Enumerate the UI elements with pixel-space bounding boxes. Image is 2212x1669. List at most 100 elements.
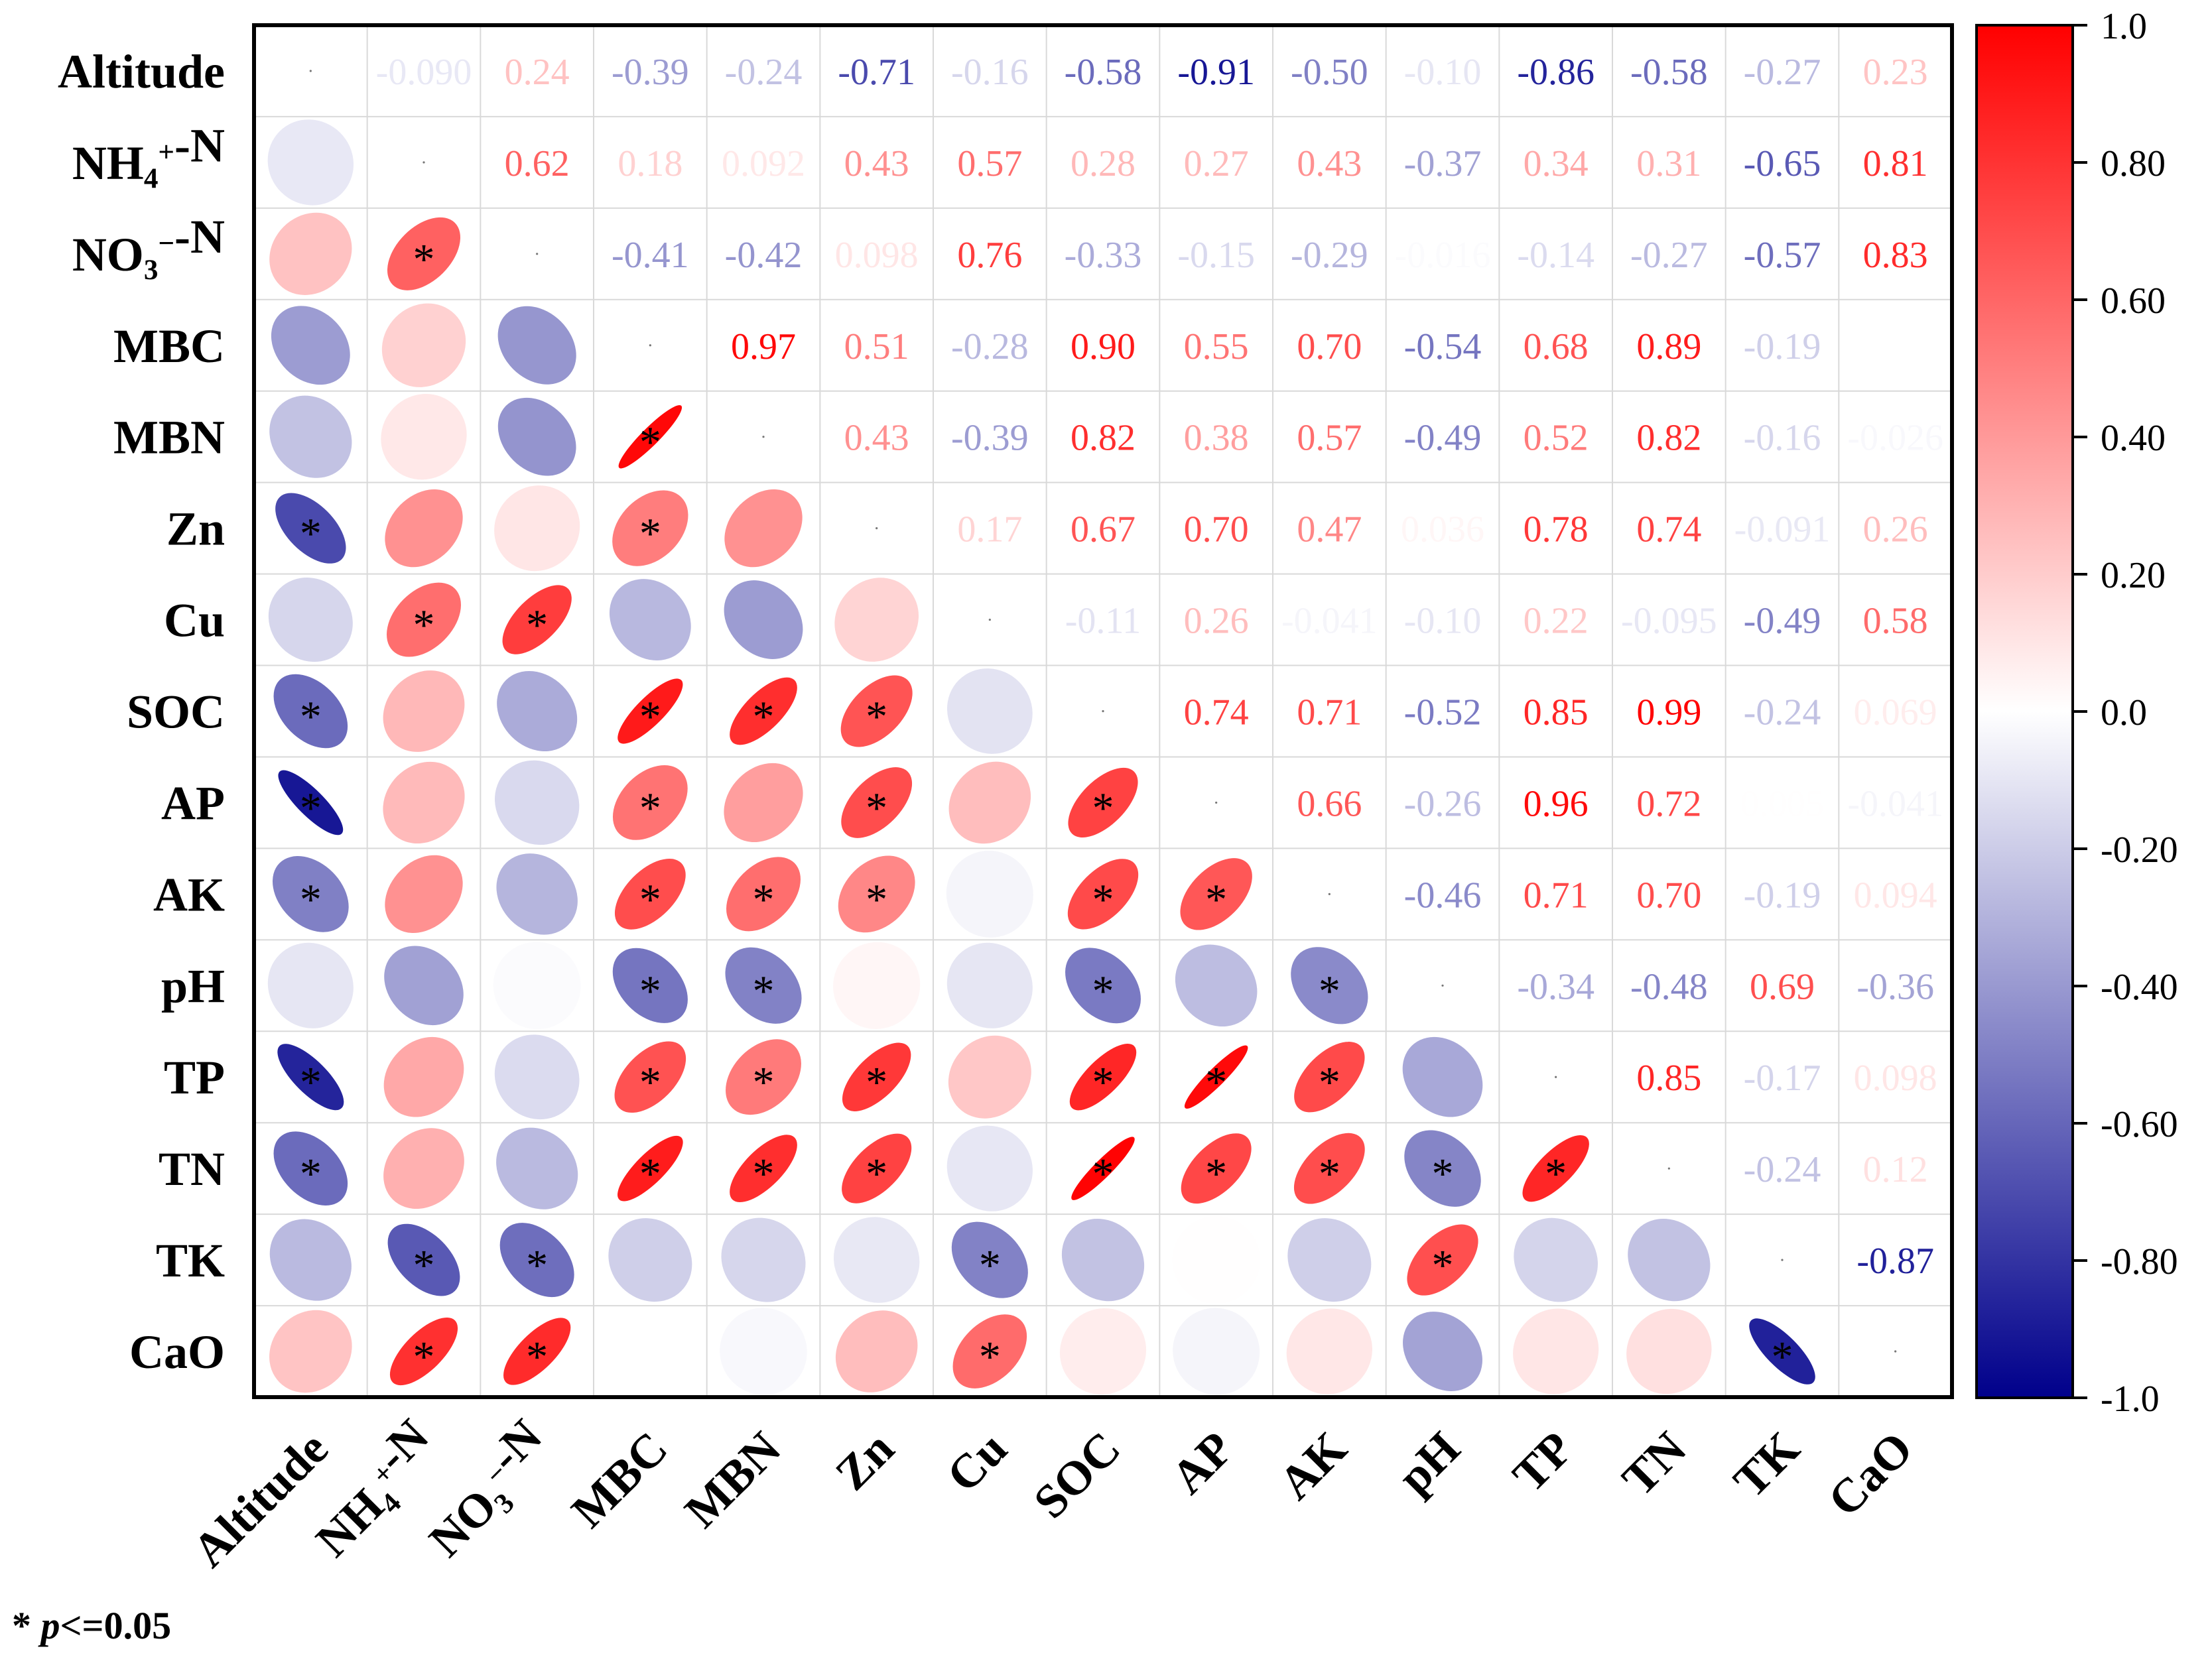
row-label-Zn: Zn [166, 503, 225, 556]
ellipse-CaO-Altitude [269, 1310, 352, 1393]
ellipse-TK-MBC [608, 1218, 692, 1302]
matrix-cells: -0.090 0.24 -0.39 -0.24 -0.71 -0.16 -0.58 -0.91… [267, 52, 1943, 1396]
significance-star: * [1319, 1058, 1340, 1107]
coefficient-label-Cu-pH: -0.10 [1404, 601, 1482, 642]
coefficient-label-MBC-SOC: 0.90 [1071, 326, 1136, 367]
significance-star: * [753, 1150, 775, 1198]
colorbar-tick-label: 1.0 [2101, 6, 2147, 47]
ellipse-MBC-NH4+-N [381, 303, 466, 387]
coefficient-label-MBN-AK: 0.57 [1297, 418, 1362, 459]
coefficient-label-NH4+-N-TN: 0.31 [1636, 143, 1701, 184]
ellipse-Cu-NH4+-N [387, 582, 461, 657]
coefficient-label-Cu-SOC: -0.11 [1065, 601, 1141, 642]
significance-star: * [1092, 1150, 1114, 1198]
footnote-p: p [40, 1604, 60, 1647]
ellipse-pH-AK [1291, 947, 1368, 1024]
ellipse-SOC-MBC [618, 678, 683, 744]
coefficient-label-SOC-AP: 0.74 [1184, 692, 1249, 733]
ellipse-Cu-MBN [724, 580, 803, 659]
ellipse-TK-NH4+-N [387, 1223, 460, 1296]
column-label-MBN: MBN [675, 1422, 791, 1538]
coefficient-label-NH4+-N-TK: -0.65 [1744, 143, 1821, 184]
ellipse-TP-AK [1294, 1042, 1365, 1113]
row-label-NO3−-N: NO3−-N [72, 210, 225, 286]
row-label-TP: TP [164, 1051, 225, 1104]
coefficient-label-AK-CaO: 0.094 [1854, 875, 1937, 916]
ellipse-NH4+-N-Altitude [267, 119, 354, 206]
diagonal-dot [1102, 710, 1104, 713]
ellipse-AP-MBC [612, 765, 688, 840]
coefficient-label-Zn-AK: 0.47 [1297, 509, 1362, 550]
coefficient-label-Altitude-AP: -0.91 [1177, 52, 1255, 93]
ellipse-pH-SOC [1065, 948, 1141, 1024]
coefficient-label-NO3−-N-Zn: 0.098 [835, 235, 919, 276]
coefficient-label-Altitude-MBC: -0.39 [612, 52, 689, 93]
coefficient-label-Altitude-NO3−-N: 0.24 [505, 52, 570, 93]
ellipse-AP-NH4+-N [383, 761, 465, 844]
coefficient-label-Cu-AK: -0.041 [1281, 601, 1378, 642]
colorbar-gradient [1975, 24, 2074, 1399]
column-label-NO3−-N: NO3−-N [407, 1409, 568, 1570]
colorbar-tick-label: 0.60 [2101, 280, 2166, 322]
significance-star: * [753, 967, 775, 1015]
coefficient-label-Cu-TK: -0.49 [1744, 601, 1821, 642]
ellipse-CaO-Zn [835, 1310, 918, 1392]
coefficient-label-MBN-Zn: 0.43 [844, 418, 909, 459]
significance-star: * [300, 510, 322, 558]
significance-star: * [866, 1058, 887, 1107]
significance-star: * [1432, 1150, 1454, 1198]
ellipse-SOC-NH4+-N [383, 670, 465, 752]
coefficient-label-SOC-TN: 0.99 [1636, 692, 1701, 733]
coefficient-label-NO3−-N-MBC: -0.41 [612, 235, 689, 276]
ellipse-TP-MBN [726, 1039, 801, 1115]
ellipse-Cu-Altitude [268, 578, 353, 662]
ellipse-pH-Altitude [267, 942, 354, 1028]
column-label-AK: AK [1269, 1422, 1357, 1510]
diagonal-dot [762, 436, 765, 438]
coefficient-label-Altitude-MBN: -0.24 [725, 52, 803, 93]
significance-star: * [639, 510, 661, 558]
coefficient-label-NH4+-N-Cu: 0.57 [957, 143, 1022, 184]
ellipse-TK-MBN [721, 1217, 806, 1302]
coefficient-label-Altitude-TN: -0.58 [1630, 52, 1708, 93]
column-label-TN: TN [1612, 1422, 1696, 1506]
colorbar-tick-label: -0.40 [2101, 967, 2178, 1008]
ellipse-TK-TN [1628, 1218, 1711, 1302]
ellipse-CaO-Cu [952, 1314, 1027, 1389]
significance-star: * [526, 1333, 548, 1381]
significance-star: * [300, 784, 322, 832]
coefficient-label-Altitude-pH: -0.10 [1404, 52, 1482, 93]
column-label-SOC: SOC [1023, 1422, 1130, 1528]
row-label-Cu: Cu [164, 594, 225, 647]
coefficient-label-MBN-TP: 0.52 [1524, 418, 1589, 459]
significance-star: * [1092, 1058, 1114, 1107]
ellipse-TN-pH [1404, 1130, 1481, 1207]
colorbar: 1.0 0.80 0.60 0.40 0.20 0.0 -0.20 -0.40 -0.60 -0.… [1975, 6, 2178, 1420]
coefficient-label-NO3−-N-SOC: -0.33 [1065, 235, 1142, 276]
ellipse-CaO-TK [1749, 1318, 1815, 1385]
ellipse-CaO-NO3−-N [503, 1318, 571, 1385]
coefficient-label-NO3−-N-AK: -0.29 [1291, 235, 1368, 276]
ellipse-AK-MBC [614, 858, 686, 930]
significance-star: * [526, 1241, 548, 1290]
coefficient-label-NO3−-N-TP: -0.14 [1517, 235, 1594, 276]
coefficient-label-MBN-pH: -0.49 [1404, 418, 1482, 459]
coefficient-label-NO3−-N-pH: -0.016 [1395, 235, 1491, 276]
ellipse-TP-Altitude [277, 1044, 344, 1111]
ellipse-TN-Cu [946, 1125, 1033, 1211]
coefficient-label-Cu-AP: 0.26 [1184, 601, 1249, 642]
ellipse-AK-Zn [838, 855, 915, 933]
ellipse-CaO-AP [1173, 1308, 1260, 1395]
diagonal-dot [1781, 1259, 1784, 1261]
coefficient-label-AK-TN: 0.70 [1636, 875, 1701, 916]
significance-star: * [979, 1241, 1001, 1290]
significance-star: * [1319, 1150, 1340, 1198]
row-label-AK: AK [153, 868, 225, 921]
significance-star: * [1092, 967, 1114, 1015]
coefficient-label-Altitude-SOC: -0.58 [1065, 52, 1142, 93]
significance-star: * [413, 1241, 435, 1290]
significance-star: * [413, 1333, 435, 1381]
row-labels: Altitude NH4+-N NO3−-N MBC MBN Zn Cu SOC AP AK pH T… [58, 45, 225, 1379]
coefficient-label-MBN-CaO: -0.026 [1847, 418, 1943, 459]
row-label-TN: TN [159, 1143, 225, 1196]
